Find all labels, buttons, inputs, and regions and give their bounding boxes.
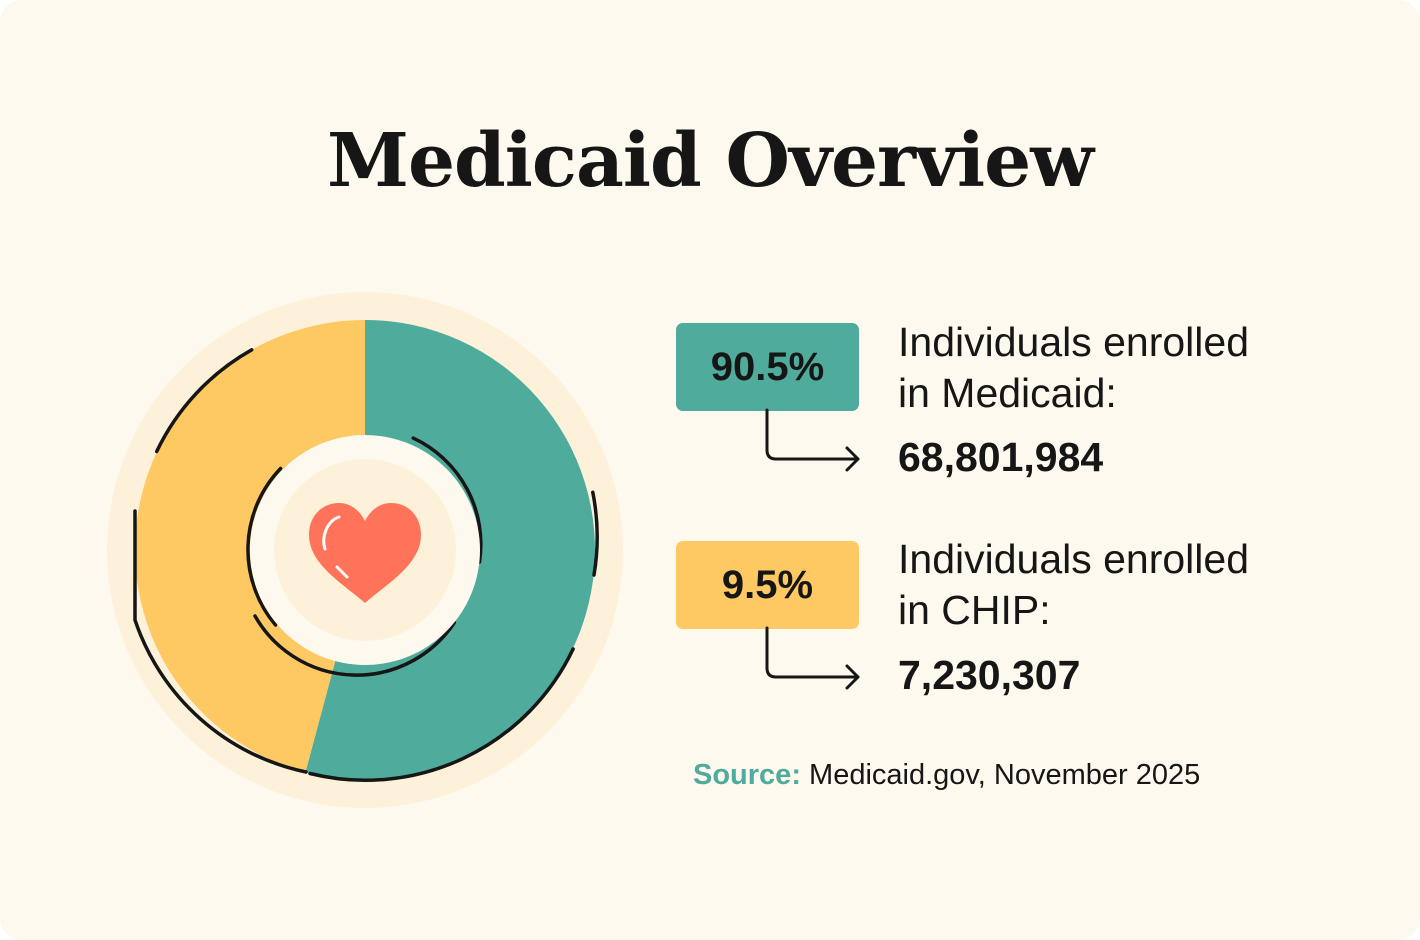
source-note: Source: Medicaid.gov, November 2025 — [693, 759, 1200, 792]
outer-arc-right — [591, 490, 599, 577]
count-medicaid: 68,801,984 — [898, 434, 1104, 480]
percent-badge-medicaid: 90.5% — [676, 323, 859, 411]
label-medicaid-line1: Individuals enrolled — [898, 319, 1250, 365]
percent-badge-chip: 9.5% — [676, 541, 859, 629]
inner-arc-bottom — [253, 614, 457, 677]
count-chip: 7,230,307 — [898, 652, 1081, 698]
label-chip-line1: Individuals enrolled — [898, 536, 1250, 582]
outer-arc-bottom-right — [308, 647, 575, 782]
arrow-connector-medicaid — [765, 408, 860, 472]
heart-icon — [309, 503, 421, 603]
label-medicaid: Individuals enrolled in Medicaid: — [898, 317, 1249, 419]
page-title: Medicaid Overview — [327, 118, 1094, 204]
source-key: Source: — [693, 759, 801, 791]
label-chip: Individuals enrolled in CHIP: — [898, 534, 1249, 636]
donut-chart — [107, 292, 623, 808]
donut-outline-arcs — [133, 348, 599, 782]
inner-arc-left — [246, 466, 283, 627]
outer-arc-left — [154, 348, 254, 454]
arrow-connector-chip — [765, 626, 860, 690]
source-text: Medicaid.gov, November 2025 — [800, 759, 1201, 791]
slice-chip — [135, 320, 365, 773]
label-chip-line2: in CHIP: — [898, 587, 1051, 633]
inner-arc-right — [411, 436, 483, 564]
label-medicaid-line2: in Medicaid: — [898, 370, 1117, 416]
outer-arc-bottom-left — [133, 509, 308, 774]
